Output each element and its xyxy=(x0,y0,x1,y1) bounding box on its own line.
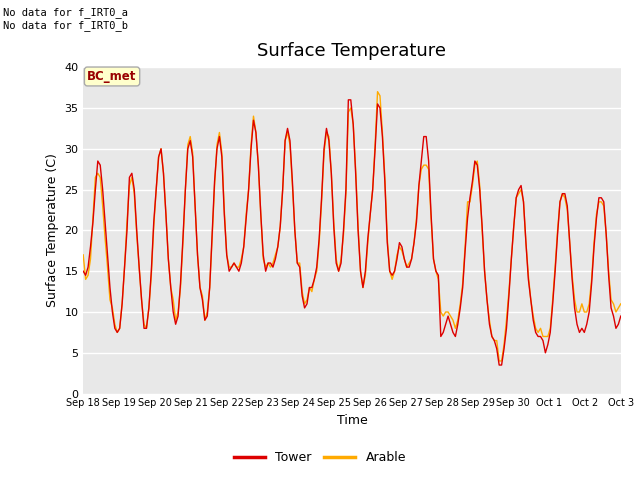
Y-axis label: Surface Temperature (C): Surface Temperature (C) xyxy=(45,154,59,307)
Text: No data for f_IRT0_a
No data for f_IRT0_b: No data for f_IRT0_a No data for f_IRT0_… xyxy=(3,7,128,31)
Legend: Tower, Arable: Tower, Arable xyxy=(229,446,411,469)
Text: BC_met: BC_met xyxy=(88,70,137,83)
Title: Surface Temperature: Surface Temperature xyxy=(257,42,447,60)
X-axis label: Time: Time xyxy=(337,414,367,427)
